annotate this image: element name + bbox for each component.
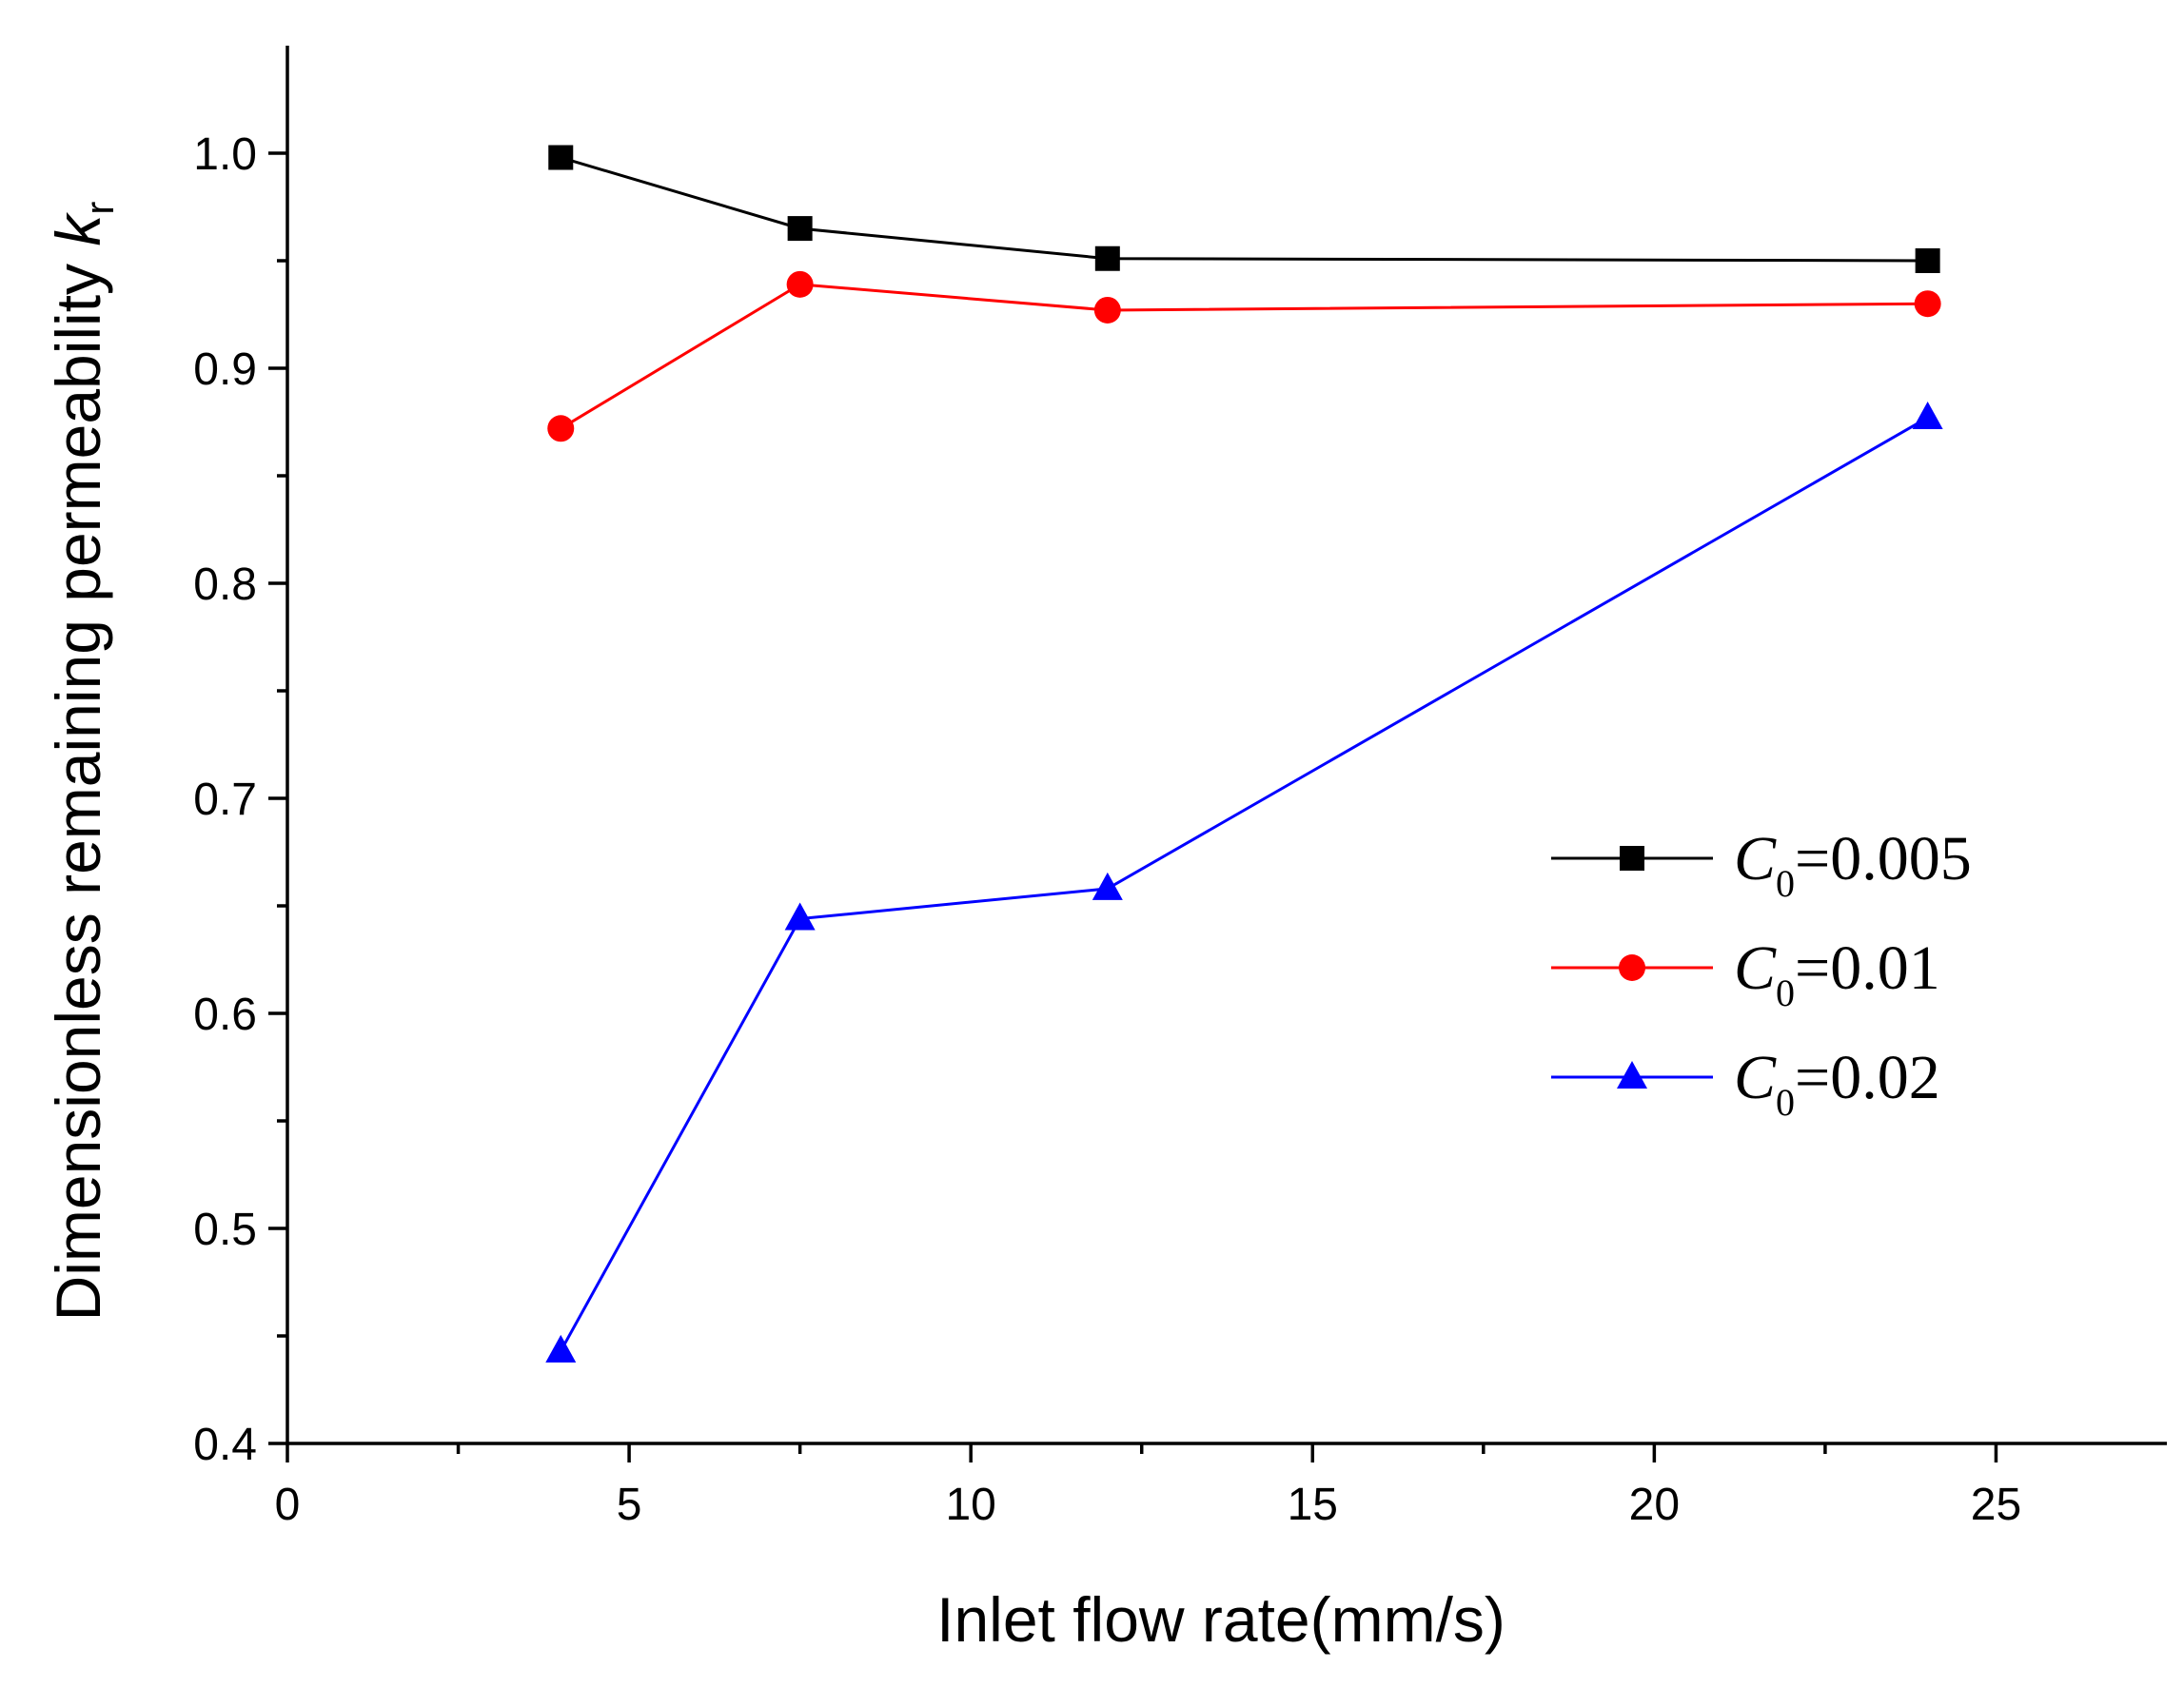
data-point-triangle: [784, 902, 816, 931]
data-point-triangle: [1912, 401, 1943, 429]
y-tick-label: 0.5: [193, 1205, 257, 1255]
data-point-circle: [1093, 296, 1121, 324]
series-line: [560, 283, 1928, 430]
legend-label: C0=0.005: [1734, 824, 1972, 905]
y-tick-label: 0.8: [193, 559, 257, 610]
y-axis-title-main: Dimensionless remaining permeability: [43, 246, 113, 1322]
y-tick-label: 1.0: [193, 129, 257, 180]
data-point-triangle: [1092, 872, 1123, 900]
axes: [285, 46, 2167, 1445]
legend-item: C0=0.01: [1551, 933, 1940, 1014]
x-tick-label: 15: [1288, 1480, 1338, 1530]
data-point-triangle: [545, 1334, 577, 1363]
legend-marker-circle: [1619, 954, 1645, 981]
legend-label-val: =0.01: [1795, 933, 1940, 1003]
legend-item: C0=0.02: [1551, 1043, 1940, 1124]
series-layer: [545, 145, 1943, 1363]
y-axis-ticks: 0.4 0.5 0.6 0.7 0.8 0.9 1.0: [193, 129, 287, 1470]
data-point-square: [1094, 245, 1120, 271]
y-tick-label: 0.9: [193, 344, 257, 395]
legend-label-sub: 0: [1776, 972, 1795, 1014]
data-point-square: [787, 216, 813, 242]
y-tick-label: 0.7: [193, 775, 257, 825]
x-axis-title: Inlet flow rate(mm/s): [936, 1584, 1505, 1655]
legend-label: C0=0.02: [1734, 1043, 1940, 1124]
x-tick-label: 20: [1629, 1480, 1680, 1530]
data-point-circle: [547, 415, 575, 442]
series-1: [548, 145, 1940, 273]
legend-label-var: C: [1734, 1043, 1777, 1112]
x-tick-label: 10: [945, 1480, 995, 1530]
data-point-square: [548, 145, 574, 170]
y-axis-title: Dimensionless remaining permeability kr: [43, 202, 122, 1322]
series-line: [559, 416, 1929, 1352]
legend-label: C0=0.01: [1734, 933, 1940, 1014]
series-3: [545, 401, 1943, 1363]
y-tick-label: 0.4: [193, 1420, 257, 1470]
data-point-circle: [1914, 290, 1941, 318]
legend-label-var: C: [1734, 933, 1777, 1003]
legend-label-val: =0.02: [1795, 1043, 1940, 1112]
legend-label-var: C: [1734, 824, 1777, 893]
legend-marker-triangle: [1617, 1061, 1647, 1089]
data-point-circle: [786, 270, 814, 298]
data-point-square: [1915, 248, 1940, 273]
x-tick-label: 5: [617, 1480, 642, 1530]
x-axis-ticks: 0 5 10 15 20 25: [275, 1443, 2021, 1530]
legend-label-sub: 0: [1776, 862, 1795, 905]
legend-label-val: =0.005: [1795, 824, 1972, 893]
series-2: [547, 270, 1941, 442]
y-axis-title-italic: k: [43, 212, 113, 246]
x-tick-label: 0: [275, 1480, 301, 1530]
x-tick-label: 25: [1971, 1480, 2021, 1530]
legend-label-sub: 0: [1776, 1081, 1795, 1124]
y-tick-label: 0.6: [193, 990, 257, 1040]
legend-marker-square: [1620, 846, 1644, 871]
series-line: [560, 156, 1928, 263]
legend-item: C0=0.005: [1551, 824, 1972, 905]
y-axis-title-subscript: r: [77, 202, 122, 215]
